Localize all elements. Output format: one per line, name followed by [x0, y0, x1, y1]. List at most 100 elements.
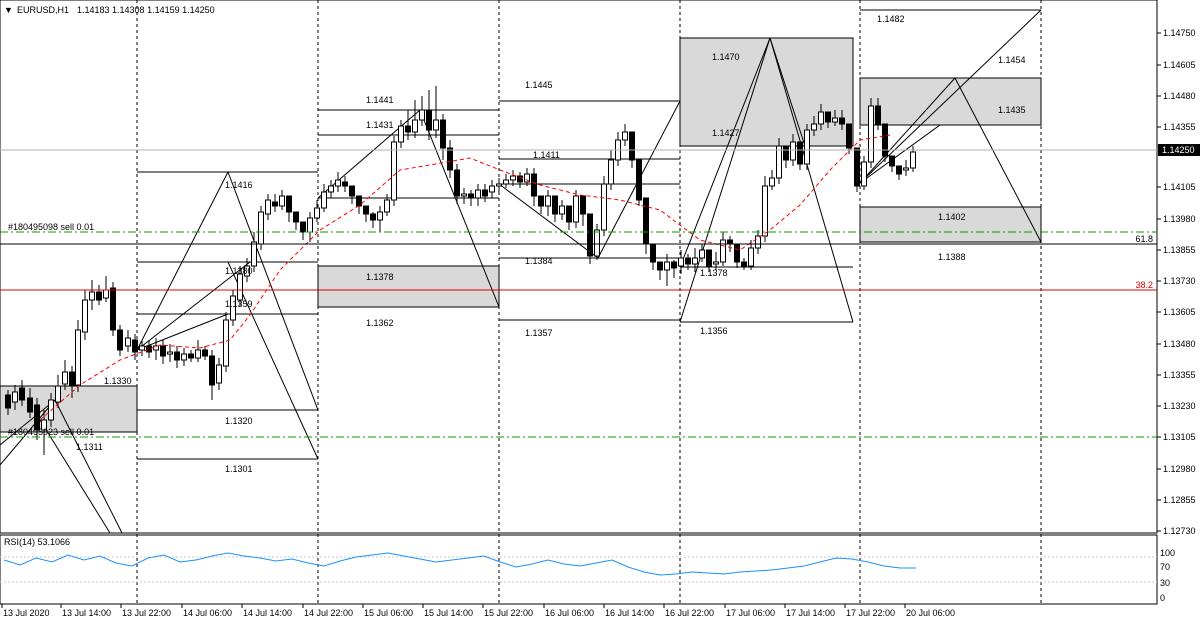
- bull-candle[interactable]: [125, 337, 131, 347]
- bull-candle[interactable]: [818, 111, 824, 125]
- bear-candle[interactable]: [286, 195, 292, 213]
- trendline[interactable]: [136, 261, 251, 351]
- bull-candle[interactable]: [244, 265, 250, 277]
- trendline[interactable]: [859, 124, 941, 184]
- bull-candle[interactable]: [412, 119, 418, 133]
- trendline[interactable]: [769, 37, 854, 323]
- bull-candle[interactable]: [398, 125, 404, 143]
- bull-candle[interactable]: [82, 299, 88, 333]
- trendline[interactable]: [859, 9, 1042, 184]
- rsi-panel-frame[interactable]: [0, 534, 1158, 605]
- price-zone[interactable]: [859, 206, 1042, 243]
- bear-candle[interactable]: [363, 205, 369, 215]
- bull-candle[interactable]: [720, 239, 726, 263]
- bear-candle[interactable]: [741, 261, 747, 267]
- bear-candle[interactable]: [566, 205, 572, 223]
- bull-candle[interactable]: [608, 159, 614, 185]
- bull-candle[interactable]: [265, 199, 271, 215]
- bull-candle[interactable]: [811, 123, 817, 131]
- bear-candle[interactable]: [440, 119, 446, 149]
- bear-candle[interactable]: [202, 349, 208, 357]
- trendline[interactable]: [769, 37, 806, 147]
- bull-candle[interactable]: [868, 105, 874, 163]
- bull-candle[interactable]: [861, 161, 867, 187]
- bear-candle[interactable]: [671, 261, 677, 269]
- bull-candle[interactable]: [545, 195, 551, 207]
- bull-candle[interactable]: [748, 247, 754, 267]
- trendline[interactable]: [136, 171, 229, 351]
- bull-candle[interactable]: [503, 179, 509, 185]
- bear-candle[interactable]: [188, 353, 194, 359]
- bear-candle[interactable]: [846, 123, 852, 149]
- bear-candle[interactable]: [685, 257, 691, 265]
- trendline[interactable]: [679, 37, 771, 323]
- trendline[interactable]: [954, 77, 1042, 243]
- bull-candle[interactable]: [496, 183, 502, 187]
- bull-candle[interactable]: [601, 183, 607, 231]
- bear-candle[interactable]: [468, 193, 474, 199]
- bear-candle[interactable]: [643, 197, 649, 245]
- bull-candle[interactable]: [524, 173, 530, 183]
- trendline[interactable]: [419, 109, 500, 308]
- bear-candle[interactable]: [370, 213, 376, 221]
- bear-candle[interactable]: [454, 169, 460, 197]
- bull-candle[interactable]: [769, 177, 775, 187]
- bull-candle[interactable]: [251, 241, 257, 267]
- bear-candle[interactable]: [531, 173, 537, 197]
- bull-candle[interactable]: [279, 195, 285, 207]
- bear-candle[interactable]: [356, 195, 362, 207]
- bull-candle[interactable]: [181, 353, 187, 361]
- bear-candle[interactable]: [174, 351, 180, 361]
- bear-candle[interactable]: [538, 195, 544, 207]
- trendline[interactable]: [679, 37, 771, 268]
- bear-candle[interactable]: [209, 355, 215, 386]
- bear-candle[interactable]: [517, 175, 523, 183]
- bull-candle[interactable]: [75, 329, 81, 386]
- bull-candle[interactable]: [307, 217, 313, 233]
- bear-candle[interactable]: [882, 123, 888, 157]
- bull-candle[interactable]: [622, 131, 628, 141]
- bull-candle[interactable]: [461, 193, 467, 197]
- bear-candle[interactable]: [34, 404, 40, 431]
- bull-candle[interactable]: [41, 419, 47, 431]
- bull-candle[interactable]: [910, 151, 916, 169]
- bull-candle[interactable]: [699, 249, 705, 259]
- bear-candle[interactable]: [405, 125, 411, 133]
- order-label-1[interactable]: #180495098 sell 0.01: [8, 222, 94, 232]
- bull-candle[interactable]: [713, 261, 719, 265]
- bear-candle[interactable]: [706, 249, 712, 267]
- price-axis[interactable]: 1.14750 1.14605 1.14480 1.14355 1.14105 1.139…: [1157, 28, 1196, 536]
- bull-candle[interactable]: [790, 141, 796, 161]
- bull-candle[interactable]: [755, 235, 761, 249]
- bull-candle[interactable]: [230, 295, 236, 321]
- bear-candle[interactable]: [300, 221, 306, 233]
- bear-candle[interactable]: [825, 111, 831, 123]
- bear-candle[interactable]: [293, 211, 299, 223]
- bear-candle[interactable]: [160, 345, 166, 357]
- bear-candle[interactable]: [146, 345, 152, 353]
- trendline[interactable]: [859, 77, 956, 184]
- bear-candle[interactable]: [839, 117, 845, 125]
- bear-candle[interactable]: [426, 109, 432, 131]
- bull-candle[interactable]: [89, 291, 95, 301]
- bear-candle[interactable]: [727, 239, 733, 245]
- price-zone[interactable]: [859, 77, 1042, 126]
- bull-candle[interactable]: [314, 207, 320, 219]
- bull-candle[interactable]: [489, 185, 495, 193]
- bull-candle[interactable]: [237, 273, 243, 301]
- bull-candle[interactable]: [559, 205, 565, 215]
- bear-candle[interactable]: [272, 201, 278, 207]
- bull-candle[interactable]: [103, 289, 109, 299]
- bear-candle[interactable]: [27, 397, 33, 413]
- bull-candle[interactable]: [692, 257, 698, 265]
- bear-candle[interactable]: [854, 147, 860, 187]
- bear-candle[interactable]: [734, 243, 740, 263]
- trendline[interactable]: [0, 399, 56, 446]
- bull-candle[interactable]: [216, 364, 222, 384]
- bull-candle[interactable]: [776, 145, 782, 179]
- bull-candle[interactable]: [384, 199, 390, 213]
- bear-candle[interactable]: [96, 291, 102, 301]
- time-axis[interactable]: 13 Jul 2020 13 Jul 14:00 13 Jul 22:00 14 Ju…: [1, 604, 955, 618]
- bull-candle[interactable]: [12, 391, 18, 403]
- bull-candle[interactable]: [903, 167, 909, 171]
